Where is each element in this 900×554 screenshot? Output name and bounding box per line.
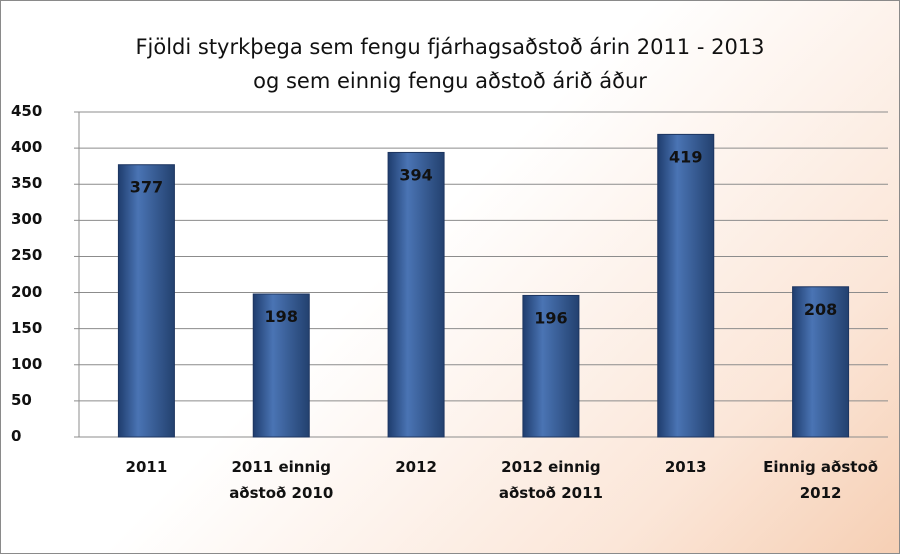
y-tick-label: 400 xyxy=(11,138,43,157)
y-tick-label: 450 xyxy=(11,102,43,120)
value-label: 377 xyxy=(130,178,163,197)
value-label: 198 xyxy=(265,307,298,326)
bar xyxy=(522,294,580,438)
y-tick-label: 250 xyxy=(11,246,43,265)
y-tick-label: 0 xyxy=(11,427,22,445)
value-label: 208 xyxy=(804,300,837,319)
x-tick-label: 2012 xyxy=(395,458,437,476)
y-tick-label: 100 xyxy=(11,354,43,373)
bar xyxy=(657,133,715,438)
value-label: 419 xyxy=(669,147,702,166)
chart-title: og sem einnig fengu aðstoð árið áður xyxy=(253,69,647,93)
x-tick-label: 2013 xyxy=(664,458,707,476)
x-tick-label: 2012 einnig aðstoð 2011 xyxy=(498,458,603,502)
y-tick-label: 150 xyxy=(11,318,43,337)
bar xyxy=(387,151,445,438)
y-tick-label: 50 xyxy=(11,390,32,409)
value-label: 394 xyxy=(399,165,432,184)
y-tick-label: 350 xyxy=(11,174,43,193)
y-tick-label: 300 xyxy=(11,210,43,229)
bar xyxy=(117,164,175,438)
bar xyxy=(792,286,850,438)
x-tick-label: 2011 einnig aðstoð 2010 xyxy=(229,458,334,502)
value-label: 196 xyxy=(534,308,567,327)
bar xyxy=(252,293,310,438)
chart-title: Fjöldi styrkþega sem fengu fjárhagsaðsto… xyxy=(135,35,765,59)
x-tick-label: 2011 xyxy=(125,458,168,476)
x-tick-label: Einnig aðstoð 2012 xyxy=(763,458,879,502)
y-tick-label: 200 xyxy=(11,282,43,301)
